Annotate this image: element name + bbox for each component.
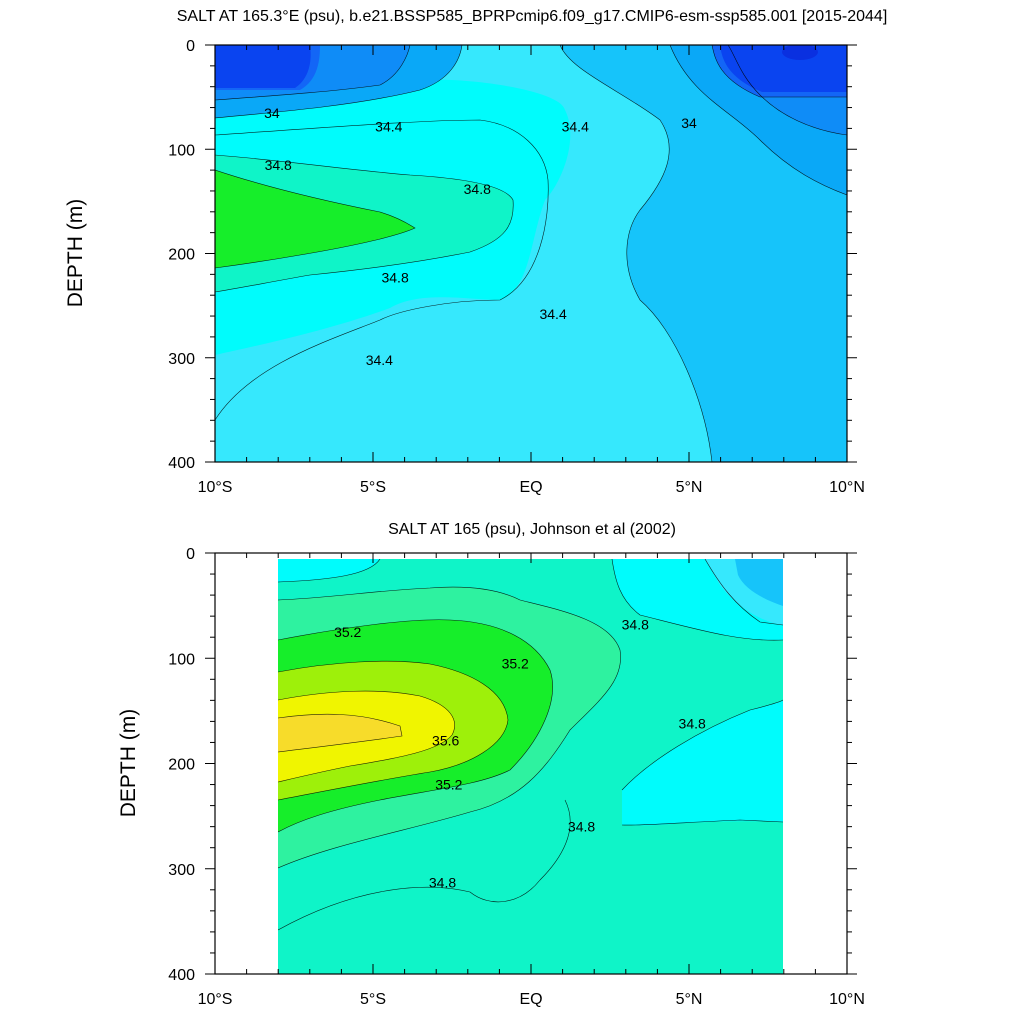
top-panel: SALT AT 165.3°E (psu), b.e21.BSSP585_BPR… xyxy=(64,8,887,496)
bottom-y-tick-label: 0 xyxy=(186,546,195,563)
top-region-33-6e xyxy=(720,45,847,92)
top-contour-label: 34.4 xyxy=(375,118,402,134)
bottom-contour-label: 35.6 xyxy=(432,732,459,748)
top-contour-labels: 34 34.4 34.4 34 34.8 34.8 34.8 34.4 34.4 xyxy=(264,105,697,368)
bottom-contour-label: 34.8 xyxy=(568,819,595,835)
top-contour-label: 34.8 xyxy=(381,269,408,285)
bottom-contour-label: 34.8 xyxy=(622,617,649,633)
top-y-tick-label: 300 xyxy=(168,351,195,368)
bottom-panel: SALT AT 165 (psu), Johnson et al (2002) xyxy=(117,521,865,1008)
bottom-filled-contours xyxy=(278,559,783,974)
bottom-y-tick-label: 100 xyxy=(168,651,195,668)
top-contour-label: 34.4 xyxy=(366,352,393,368)
bottom-x-tick-label: 5°S xyxy=(360,991,386,1008)
top-y-tick-label: 200 xyxy=(168,247,195,264)
top-region-33-6w xyxy=(215,45,311,88)
bottom-x-tick-label: EQ xyxy=(519,991,542,1008)
top-y-axis-label: DEPTH (m) xyxy=(64,199,87,308)
bot-region-34-8s xyxy=(278,559,380,582)
top-contour-label: 34.4 xyxy=(539,306,566,322)
bottom-y-tick-label: 300 xyxy=(168,862,195,879)
bottom-contour-labels: 35.2 35.2 34.8 35.6 34.8 35.2 34.8 34.8 xyxy=(334,617,706,891)
bottom-chart-title: SALT AT 165 (psu), Johnson et al (2002) xyxy=(388,521,676,538)
top-x-tick-label: EQ xyxy=(519,479,542,496)
bottom-contour-label: 34.8 xyxy=(679,716,706,732)
bottom-contour-label: 35.2 xyxy=(502,656,529,672)
top-contour-label: 34 xyxy=(264,105,280,121)
top-contour-label: 34.8 xyxy=(464,181,491,197)
top-x-tick-label: 5°S xyxy=(360,479,386,496)
bottom-axis-ticks: 10°S 5°S EQ 5°N 10°N 0 100 200 300 400 xyxy=(168,546,865,1008)
top-contour-label: 34.4 xyxy=(562,118,589,134)
top-y-tick-label: 100 xyxy=(168,142,195,159)
bottom-x-tick-label: 10°S xyxy=(198,991,233,1008)
bottom-contour-label: 35.2 xyxy=(435,777,462,793)
top-x-tick-label: 5°N xyxy=(676,479,703,496)
bot-region-36-2 xyxy=(278,714,402,752)
top-contour-label: 34.8 xyxy=(265,157,292,173)
top-y-tick-label: 0 xyxy=(186,38,195,55)
top-chart-title: SALT AT 165.3°E (psu), b.e21.BSSP585_BPR… xyxy=(177,8,888,25)
top-region-35-2 xyxy=(215,170,415,268)
top-axis-ticks: 10°S 5°S EQ 5°N 10°N 0 100 200 300 400 xyxy=(168,38,865,496)
bottom-x-tick-label: 10°N xyxy=(829,991,865,1008)
bottom-y-tick-label: 400 xyxy=(168,967,195,984)
bottom-contour-label: 35.2 xyxy=(334,624,361,640)
bottom-y-axis-label: DEPTH (m) xyxy=(117,709,140,818)
bot-region-34-8e xyxy=(622,700,783,826)
top-x-tick-label: 10°S xyxy=(198,479,233,496)
bottom-contour-label: 34.8 xyxy=(429,874,456,890)
top-filled-contours xyxy=(215,45,847,462)
top-core-min xyxy=(782,45,818,60)
bot-region-34-4n xyxy=(735,559,783,606)
bottom-x-tick-label: 5°N xyxy=(676,991,703,1008)
top-x-tick-label: 10°N xyxy=(829,479,865,496)
top-contour-label: 34 xyxy=(681,115,697,131)
bottom-y-tick-label: 200 xyxy=(168,757,195,774)
top-y-tick-label: 400 xyxy=(168,455,195,472)
